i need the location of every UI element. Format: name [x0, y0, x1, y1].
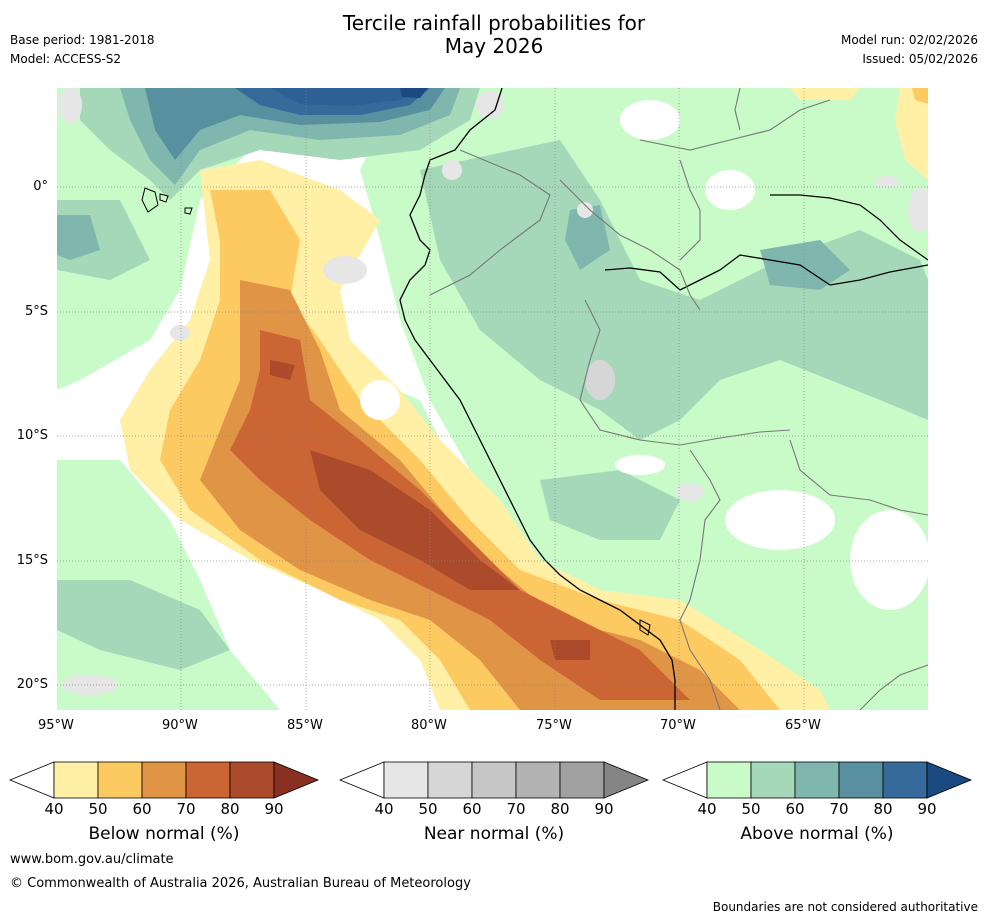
- colorbar-tick-label: 70: [176, 800, 196, 818]
- title-line-2: May 2026: [444, 34, 544, 58]
- disclaimer: Boundaries are not considered authoritat…: [712, 900, 978, 914]
- lon-label: 75°W: [536, 718, 572, 733]
- lon-label: 65°W: [785, 718, 821, 733]
- above-normal-ocean: [80, 88, 480, 200]
- lon-label: 85°W: [287, 718, 323, 733]
- below-normal-region: [120, 88, 928, 710]
- colorbar-title: Near normal (%): [423, 824, 565, 844]
- colorbar-segment: [559, 761, 605, 799]
- map-title: Tercile rainfall probabilities for May 2…: [0, 12, 988, 58]
- lon-label: 70°W: [660, 718, 696, 733]
- lon-label: 80°W: [411, 718, 447, 733]
- colorbar-tick-label: 40: [697, 800, 717, 818]
- lat-label: 0°: [33, 179, 48, 194]
- colorbar-segment: [471, 761, 517, 799]
- colorbar-max-triangle: [603, 761, 650, 799]
- lon-label: 95°W: [38, 718, 74, 733]
- colorbar-max-triangle: [926, 761, 973, 799]
- colorbar-segment: [97, 761, 143, 799]
- colorbars: [8, 761, 973, 799]
- colorbar-tick-label: 50: [741, 800, 761, 818]
- colorbar-title: Above normal (%): [740, 824, 894, 844]
- colorbar-segment: [838, 761, 884, 799]
- colorbar-segment: [53, 761, 99, 799]
- colorbar-segment: [882, 761, 928, 799]
- colorbar-segment: [794, 761, 840, 799]
- lat-label: 15°S: [16, 553, 48, 568]
- lon-label: 90°W: [162, 718, 198, 733]
- colorbar-tick-label: 80: [550, 800, 570, 818]
- amazon-river: [604, 254, 928, 291]
- website-link[interactable]: www.bom.gov.au/climate: [10, 852, 174, 867]
- model-run-date: Model run: 02/02/2026: [840, 33, 978, 47]
- lake-titicaca: [639, 619, 651, 636]
- near-normal-region: [58, 88, 928, 695]
- negro-river: [770, 194, 928, 261]
- map-field: [57, 88, 928, 710]
- title-line-1: Tercile rainfall probabilities for: [342, 11, 646, 35]
- model-name: Model: ACCESS-S2: [10, 52, 122, 66]
- colorbar-segment: [515, 761, 561, 799]
- colorbar-tick-label: 90: [264, 800, 284, 818]
- colorbar-title: Below normal (%): [88, 824, 240, 844]
- colorbar-tick-label: 90: [917, 800, 937, 818]
- base-period: Base period: 1981-2018: [10, 33, 155, 47]
- graticule: [57, 88, 928, 710]
- colorbar-tick-label: 50: [418, 800, 438, 818]
- colorbar-tick-label: 50: [88, 800, 108, 818]
- country-borders: [429, 88, 928, 710]
- colorbar-tick-label: 70: [506, 800, 526, 818]
- lat-label: 10°S: [16, 428, 48, 443]
- colorbar-segment: [141, 761, 187, 799]
- colorbar-tick-label: 90: [594, 800, 614, 818]
- colorbar-tick-label: 60: [462, 800, 482, 818]
- coastline: [399, 88, 676, 710]
- colorbar-segment: [427, 761, 473, 799]
- colorbar-segment: [229, 761, 275, 799]
- colorbar-tick-label: 60: [132, 800, 152, 818]
- colorbar-tick-label: 60: [785, 800, 805, 818]
- lat-label: 20°S: [16, 677, 48, 692]
- copyright: © Commonwealth of Australia 2026, Austra…: [10, 876, 471, 891]
- white-gaps: [57, 100, 928, 610]
- colorbar-min-triangle: [338, 761, 385, 799]
- colorbar-tick-label: 70: [829, 800, 849, 818]
- issued-date: Issued: 05/02/2026: [862, 52, 978, 66]
- galapagos-islands: [141, 187, 193, 215]
- colorbar-tick-label: 40: [44, 800, 64, 818]
- colorbar-min-triangle: [8, 761, 55, 799]
- colorbar-segment: [185, 761, 231, 799]
- colorbar-tick-label: 80: [220, 800, 240, 818]
- colorbar-segment: [383, 761, 429, 799]
- colorbar-min-triangle: [661, 761, 708, 799]
- colorbar-tick-label: 40: [374, 800, 394, 818]
- colorbar-max-triangle: [273, 761, 320, 799]
- colorbar-segment: [750, 761, 796, 799]
- lat-label: 5°S: [24, 304, 48, 319]
- colorbar-segment: [706, 761, 752, 799]
- colorbar-tick-label: 80: [873, 800, 893, 818]
